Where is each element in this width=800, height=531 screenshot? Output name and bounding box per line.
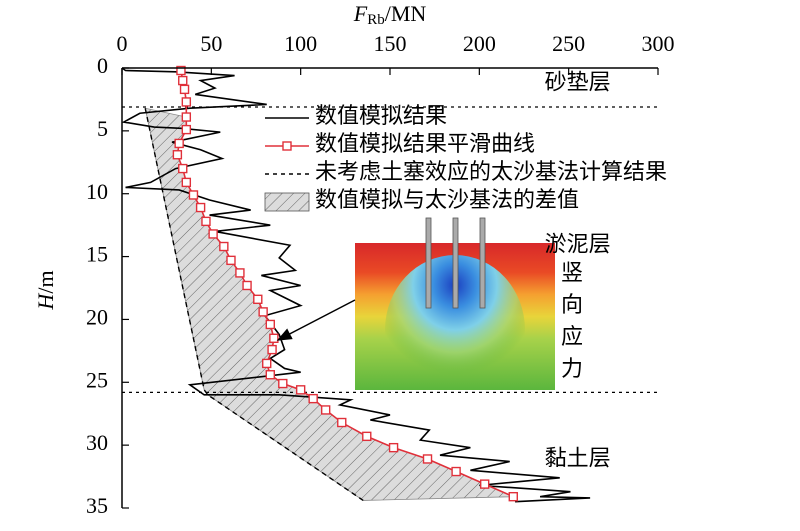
series-marker [269, 333, 279, 343]
series-marker [176, 65, 186, 76]
inset-bulb [385, 255, 525, 405]
legend-label: 数值模拟结果 [315, 103, 447, 128]
x-tick-label: 100 [284, 31, 317, 56]
series-marker [337, 417, 347, 428]
layer-label: 淤泥层 [545, 232, 611, 257]
series-marker [265, 319, 275, 330]
legend-swatch [264, 192, 310, 212]
x-axis-title: FRb/MN [353, 1, 427, 28]
y-tick-label: 10 [86, 179, 108, 204]
series-marker [253, 294, 263, 305]
x-tick-label: 150 [374, 31, 407, 56]
x-axis-title-part: F [353, 1, 368, 26]
y-tick-label: 25 [86, 367, 108, 392]
y-tick-label: 5 [97, 116, 108, 141]
x-tick-label: 300 [642, 31, 675, 56]
series-marker [508, 491, 518, 502]
series-marker [195, 202, 206, 213]
y-tick-label: 15 [86, 242, 108, 267]
y-tick-label: 35 [86, 493, 108, 518]
legend-label: 数值模拟与太沙基法的差值 [315, 187, 579, 212]
y-axis-title-part: /m [33, 270, 58, 293]
series-marker [308, 393, 318, 404]
series-marker [178, 163, 188, 174]
series-marker [320, 405, 331, 415]
series-line [144, 108, 364, 502]
y-axis-title-part: H [33, 293, 58, 311]
x-axis-title-part: Rb [367, 12, 385, 28]
series-marker [208, 229, 218, 239]
x-axis-title-part: /MN [385, 1, 427, 26]
series-marker [278, 378, 288, 389]
legend-label: 未考虑土塞效应的太沙基法计算结果 [315, 159, 667, 184]
series-marker [388, 442, 399, 453]
series-marker [451, 466, 461, 477]
x-tick-label: 250 [552, 31, 585, 56]
series-marker [219, 241, 229, 252]
inset-label: 向 [561, 292, 583, 317]
series-marker [181, 177, 192, 188]
series-marker [235, 268, 245, 278]
series-marker [188, 190, 199, 200]
series-marker [295, 385, 306, 395]
series-marker [265, 370, 275, 380]
inset-pile [452, 217, 459, 309]
series-marker [181, 97, 192, 107]
series-marker [181, 112, 192, 122]
inset-label: 竖 [561, 260, 583, 285]
series-marker [201, 216, 211, 227]
x-tick-label: 50 [200, 31, 222, 56]
y-axis-title: H/m [33, 270, 58, 310]
series-marker [422, 454, 433, 464]
inset-pile [479, 217, 486, 309]
series-marker [181, 124, 192, 135]
legend-marker [282, 141, 292, 151]
series-marker [242, 280, 252, 291]
inset-pile [425, 217, 432, 309]
series-marker [226, 255, 236, 266]
inset-arrow [276, 299, 356, 341]
inset-label: 应 [561, 324, 583, 349]
inset [276, 217, 555, 405]
series-marker [179, 84, 190, 95]
series-marker [174, 138, 184, 149]
series-marker [258, 307, 268, 317]
series-marker [178, 75, 188, 86]
layer-label: 黏土层 [545, 445, 611, 470]
series-marker [479, 479, 490, 489]
series-marker [172, 150, 183, 160]
layer-label: 砂垫层 [545, 69, 611, 94]
legend-label: 数值模拟结果平滑曲线 [315, 131, 535, 156]
inset-label: 力 [561, 356, 583, 381]
main-layer [121, 65, 658, 503]
y-tick-label: 30 [86, 430, 108, 455]
y-tick-label: 0 [97, 53, 108, 78]
series-marker [362, 431, 372, 442]
text-layer: 0 50 100 150 200 250 30005101520253035FRb/MNH/… [33, 1, 674, 518]
series-marker [262, 358, 272, 369]
x-tick-label: 200 [463, 31, 496, 56]
x-tick-label: 0 [117, 31, 128, 56]
series-marker [267, 344, 277, 355]
y-tick-label: 20 [86, 304, 108, 329]
series-line [121, 67, 591, 503]
